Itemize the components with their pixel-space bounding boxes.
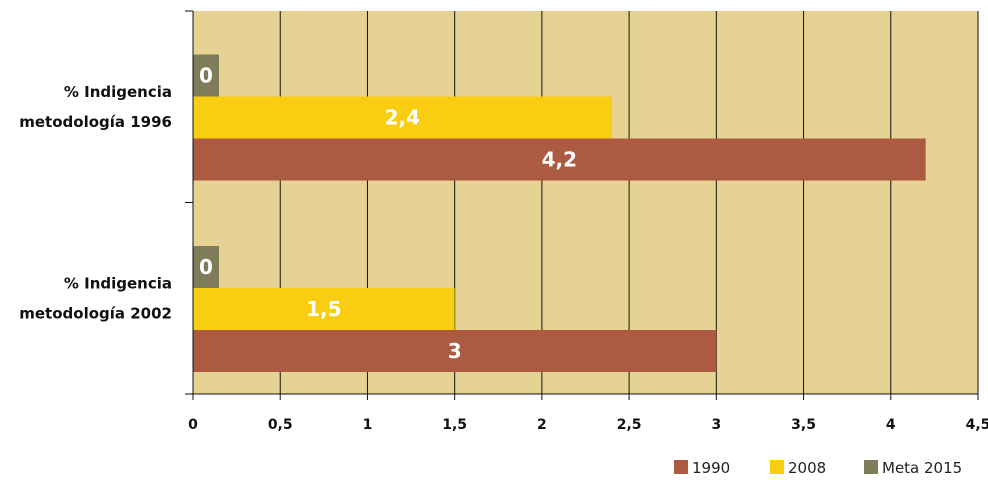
x-tick-label-3: 1,5 [442, 417, 467, 433]
bar-label-2008-cat-1: 2,4 [385, 106, 420, 130]
legend-label-2008: 2008 [788, 459, 826, 477]
legend-label-1990: 1990 [692, 459, 730, 477]
bar-label-meta-2015-cat-1: 0 [199, 64, 213, 88]
legend-swatch-meta-2015 [864, 460, 878, 474]
bar-2008-cat-1 [193, 96, 612, 139]
bar-label-meta-2015-cat-2: 0 [199, 255, 213, 279]
category-label-1-line-1: % Indigencia [64, 83, 172, 101]
bar-labels: 0 2,4 4,2 0 1,5 3 [199, 64, 577, 364]
bar-label-1990-cat-1: 4,2 [542, 148, 577, 172]
x-tick-label-1: 0,5 [268, 417, 293, 433]
category-label-1-line-2: metodología 1996 [19, 113, 172, 131]
x-tick-labels: 0 0,5 1 1,5 2 2,5 3 3,5 4 4,5 [188, 417, 988, 433]
x-tick-label-6: 3 [711, 417, 721, 433]
legend: 1990 2008 Meta 2015 [674, 459, 962, 477]
category-label-2-line-2: metodología 2002 [19, 304, 172, 322]
x-tick-label-8: 4 [886, 417, 896, 433]
x-tick-label-7: 3,5 [791, 417, 816, 433]
bar-1990-cat-1 [193, 138, 926, 181]
bar-meta-2015-cat-1 [193, 54, 219, 97]
bar-label-1990-cat-2: 3 [448, 339, 462, 363]
bar-label-2008-cat-2: 1,5 [306, 297, 341, 321]
category-labels: % Indigencia metodología 1996 % Indigencia… [19, 83, 172, 323]
grid-lines [279, 11, 979, 394]
legend-label-meta-2015: Meta 2015 [882, 459, 962, 477]
axes [185, 10, 979, 400]
legend-swatch-2008 [770, 460, 784, 474]
bars [193, 54, 926, 372]
bar-2008-cat-2 [193, 288, 455, 330]
x-tick-label-2: 1 [363, 417, 373, 433]
x-tick-label-0: 0 [188, 417, 198, 433]
category-label-2-line-1: % Indigencia [64, 274, 172, 292]
bar-1990-cat-2 [193, 330, 717, 372]
x-tick-label-5: 2,5 [617, 417, 642, 433]
x-tick-label-4: 2 [537, 417, 547, 433]
legend-swatch-1990 [674, 460, 688, 474]
bar-meta-2015-cat-2 [193, 246, 219, 288]
x-tick-label-9: 4,5 [966, 417, 988, 433]
